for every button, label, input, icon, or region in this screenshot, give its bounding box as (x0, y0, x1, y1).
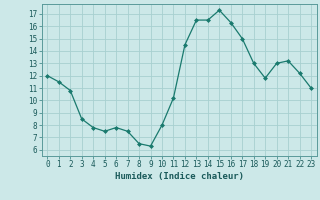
X-axis label: Humidex (Indice chaleur): Humidex (Indice chaleur) (115, 172, 244, 181)
